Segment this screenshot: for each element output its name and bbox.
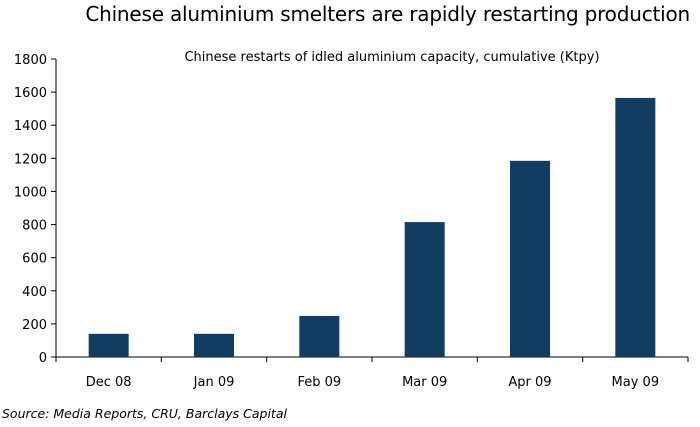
source-note: Source: Media Reports, CRU, Barclays Cap… <box>2 406 287 421</box>
x-tick-label: Dec 08 <box>86 375 132 390</box>
x-tick-label: Feb 09 <box>297 375 341 390</box>
bar-mar-09 <box>404 222 445 357</box>
bar-feb-09 <box>299 315 340 357</box>
y-tick-label: 1000 <box>14 185 47 200</box>
bar-chart: Chinese restarts of idled aluminium capa… <box>14 50 689 390</box>
x-tick-label: Mar 09 <box>402 375 447 390</box>
y-tick-label: 1200 <box>14 152 47 167</box>
bar-jan-09 <box>194 333 234 357</box>
plot-area: 0 200 400 600 800 1000 1200 1400 1600 1800 Dec 08 J… <box>14 53 689 390</box>
bar-may-09 <box>615 97 656 358</box>
y-tick-label: 0 <box>39 351 47 366</box>
chart-subtitle: Chinese restarts of idled aluminium capa… <box>184 50 599 65</box>
x-tick-label: May 09 <box>612 375 660 390</box>
y-tick-label: 600 <box>22 252 47 267</box>
y-tick-label: 1600 <box>14 86 47 101</box>
y-tick-label: 1800 <box>14 53 47 68</box>
x-tick-label: Apr 09 <box>508 375 551 390</box>
chart-title: Chinese aluminium smelters are rapidly r… <box>85 2 690 26</box>
bar-apr-09 <box>510 160 550 357</box>
y-tick-label: 1400 <box>14 119 47 134</box>
y-tick-label: 200 <box>22 318 47 333</box>
x-tick-label: Jan 09 <box>193 375 235 390</box>
y-tick-label: 800 <box>22 219 47 234</box>
y-tick-label: 400 <box>22 285 47 300</box>
bar-dec-08 <box>88 333 129 357</box>
